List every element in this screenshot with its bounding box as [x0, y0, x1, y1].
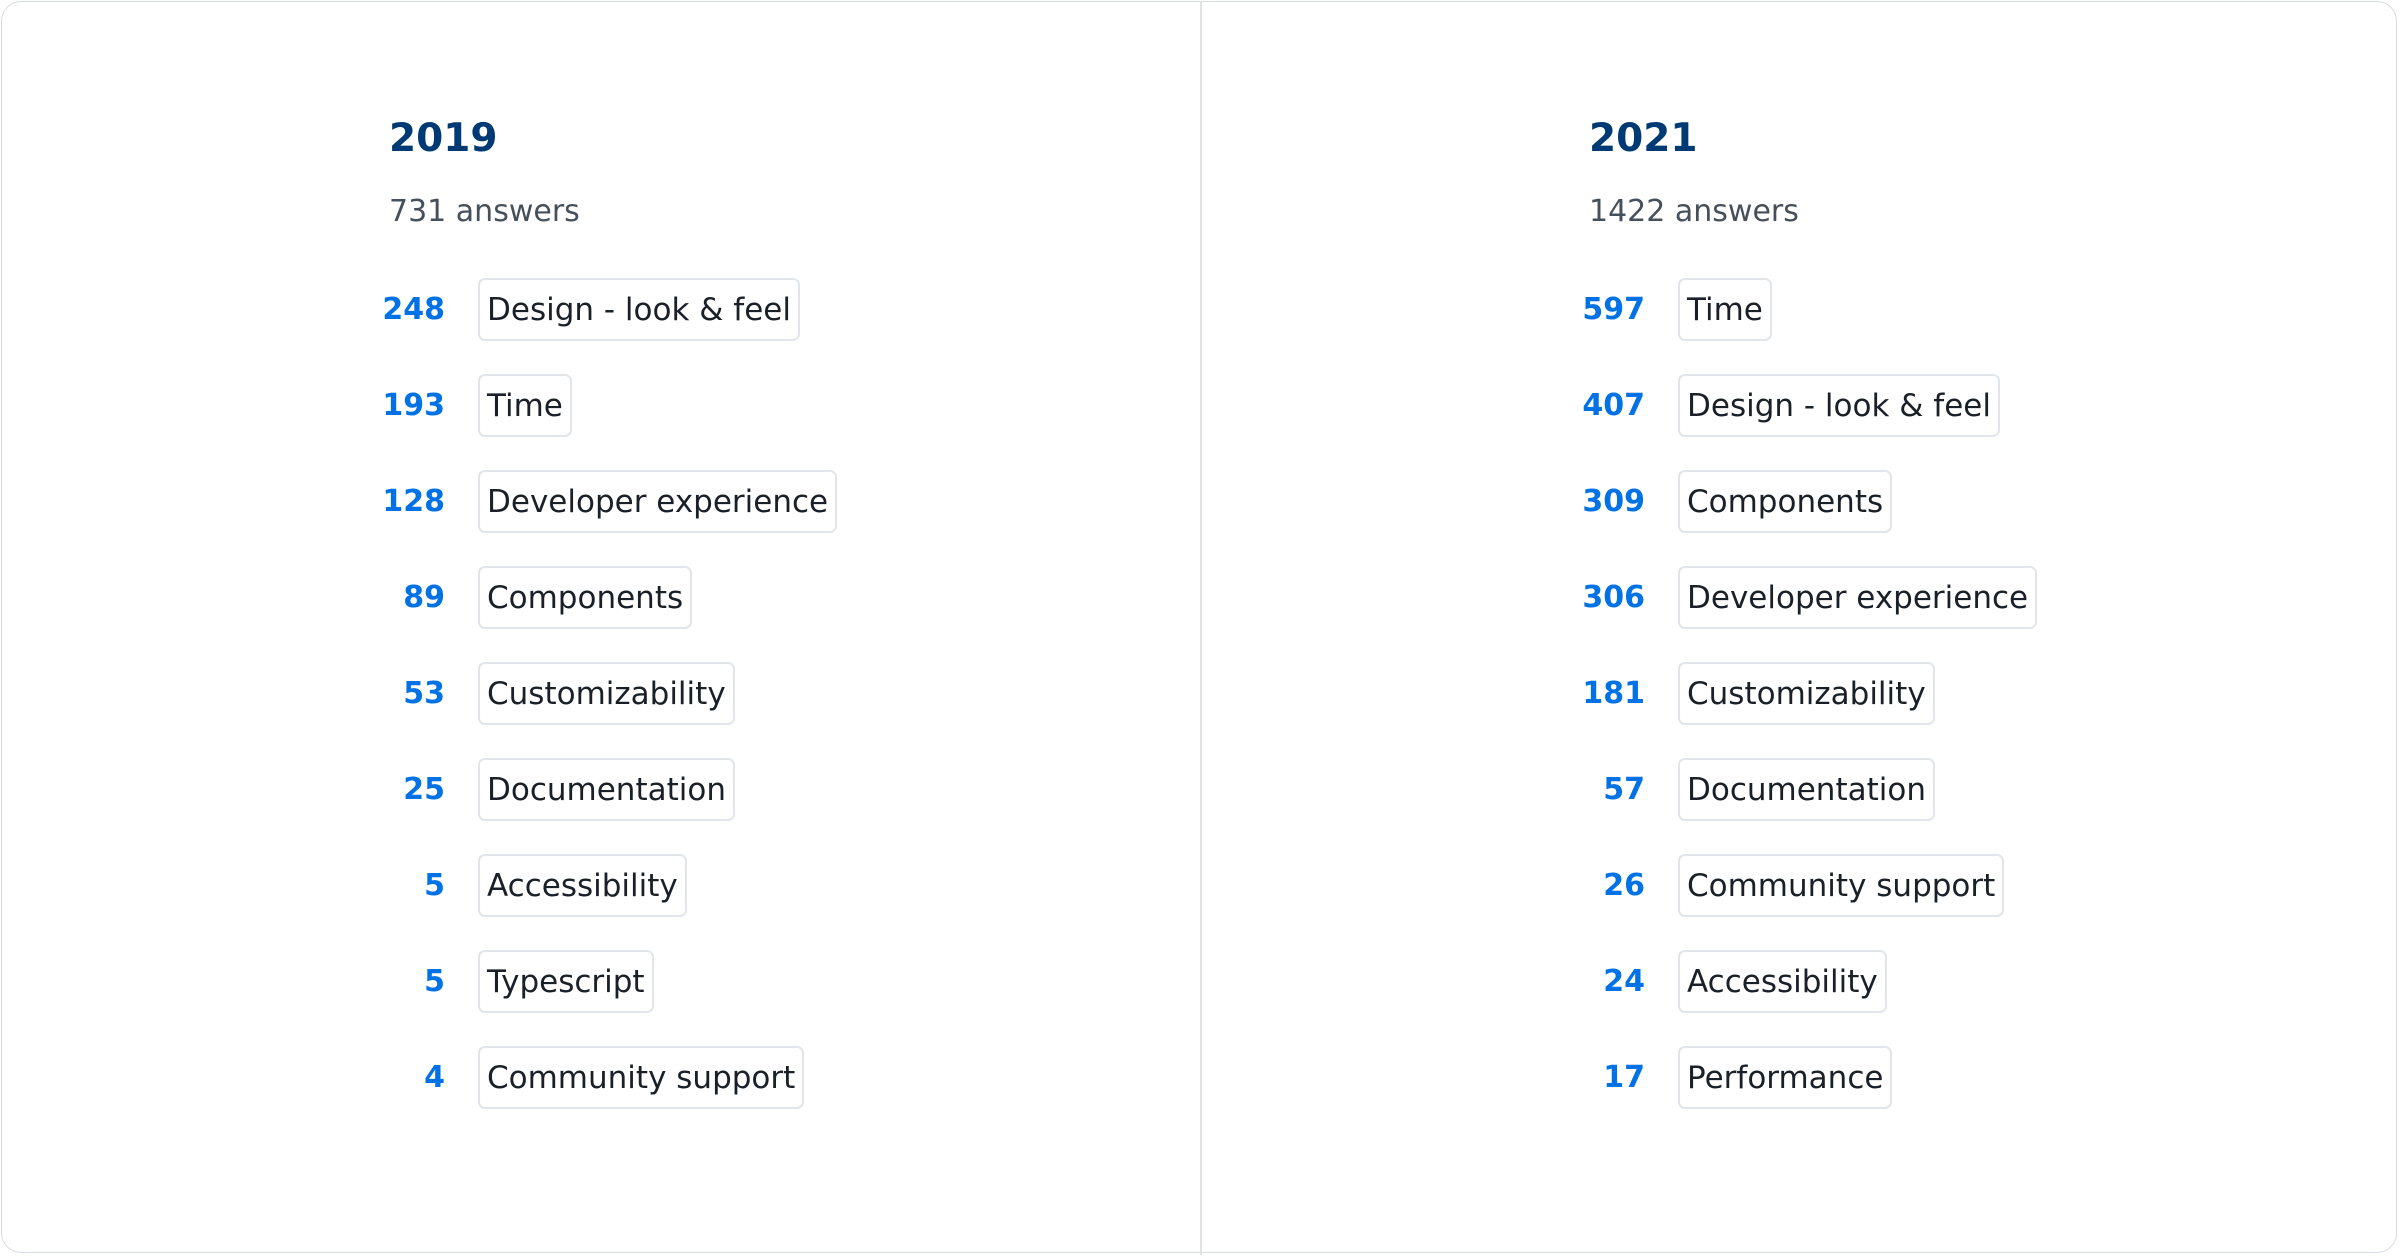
answers-count: 1422 answers — [1589, 194, 1799, 229]
topic-chip: Community support — [478, 1046, 805, 1109]
list-item: 57 Documentation — [1569, 758, 2037, 821]
list-item: 26 Community support — [1569, 854, 2037, 917]
answer-count: 26 — [1603, 868, 1645, 903]
topic-chip: Components — [1678, 470, 1893, 533]
topic-chip: Time — [478, 374, 572, 437]
list-item: 5 Accessibility — [369, 854, 837, 917]
topic-chip: Community support — [1678, 854, 2005, 917]
answer-count: 57 — [1603, 772, 1645, 807]
list-item: 181 Customizability — [1569, 662, 2037, 725]
list-item: 193 Time — [369, 374, 837, 437]
list-item: 5 Typescript — [369, 950, 837, 1013]
topic-chip: Typescript — [478, 950, 654, 1013]
list-item: 597 Time — [1569, 278, 2037, 341]
list-item: 24 Accessibility — [1569, 950, 2037, 1013]
topic-chip: Performance — [1678, 1046, 1893, 1109]
topic-chip: Documentation — [478, 758, 735, 821]
list-item: 53 Customizability — [369, 662, 837, 725]
answer-count: 597 — [1582, 292, 1645, 327]
topic-chip: Accessibility — [478, 854, 687, 917]
topic-chip: Customizability — [478, 662, 735, 725]
list-item: 306 Developer experience — [1569, 566, 2038, 629]
answer-count: 181 — [1582, 676, 1645, 711]
list-item: 25 Documentation — [369, 758, 837, 821]
answer-count: 248 — [382, 292, 445, 327]
answer-count: 25 — [403, 772, 445, 807]
topic-chip: Design - look & feel — [1678, 374, 2000, 437]
topic-chip: Developer experience — [1678, 566, 2038, 629]
column-divider — [1200, 1, 1202, 1255]
answer-count: 309 — [1582, 484, 1645, 519]
topic-chip: Customizability — [1678, 662, 1935, 725]
ranking-list: 248 Design - look & feel 193 Time 128 Develop… — [369, 278, 838, 1142]
answer-count: 193 — [382, 388, 445, 423]
answer-count: 5 — [424, 868, 445, 903]
topic-chip: Time — [1678, 278, 1772, 341]
ranking-list: 597 Time 407 Design - look & feel 309 Compone… — [1569, 278, 2038, 1142]
answers-count: 731 answers — [389, 194, 580, 229]
column-title: 2021 — [1589, 116, 1698, 161]
answer-count: 5 — [424, 964, 445, 999]
topic-chip: Developer experience — [478, 470, 838, 533]
topic-chip: Accessibility — [1678, 950, 1887, 1013]
answer-count: 128 — [382, 484, 445, 519]
answer-count: 306 — [1582, 580, 1645, 615]
list-item: 17 Performance — [1569, 1046, 2037, 1109]
answer-count: 4 — [424, 1060, 445, 1095]
list-item: 248 Design - look & feel — [369, 278, 837, 341]
topic-chip: Design - look & feel — [478, 278, 800, 341]
list-item: 128 Developer experience — [369, 470, 838, 533]
topic-chip: Documentation — [1678, 758, 1935, 821]
topic-chip: Components — [478, 566, 693, 629]
list-item: 89 Components — [369, 566, 837, 629]
list-item: 407 Design - look & feel — [1569, 374, 2037, 437]
column-title: 2019 — [389, 116, 498, 161]
answer-count: 89 — [403, 580, 445, 615]
answer-count: 24 — [1603, 964, 1645, 999]
answer-count: 407 — [1582, 388, 1645, 423]
list-item: 4 Community support — [369, 1046, 837, 1109]
list-item: 309 Components — [1569, 470, 2037, 533]
answer-count: 17 — [1603, 1060, 1645, 1095]
answer-count: 53 — [403, 676, 445, 711]
